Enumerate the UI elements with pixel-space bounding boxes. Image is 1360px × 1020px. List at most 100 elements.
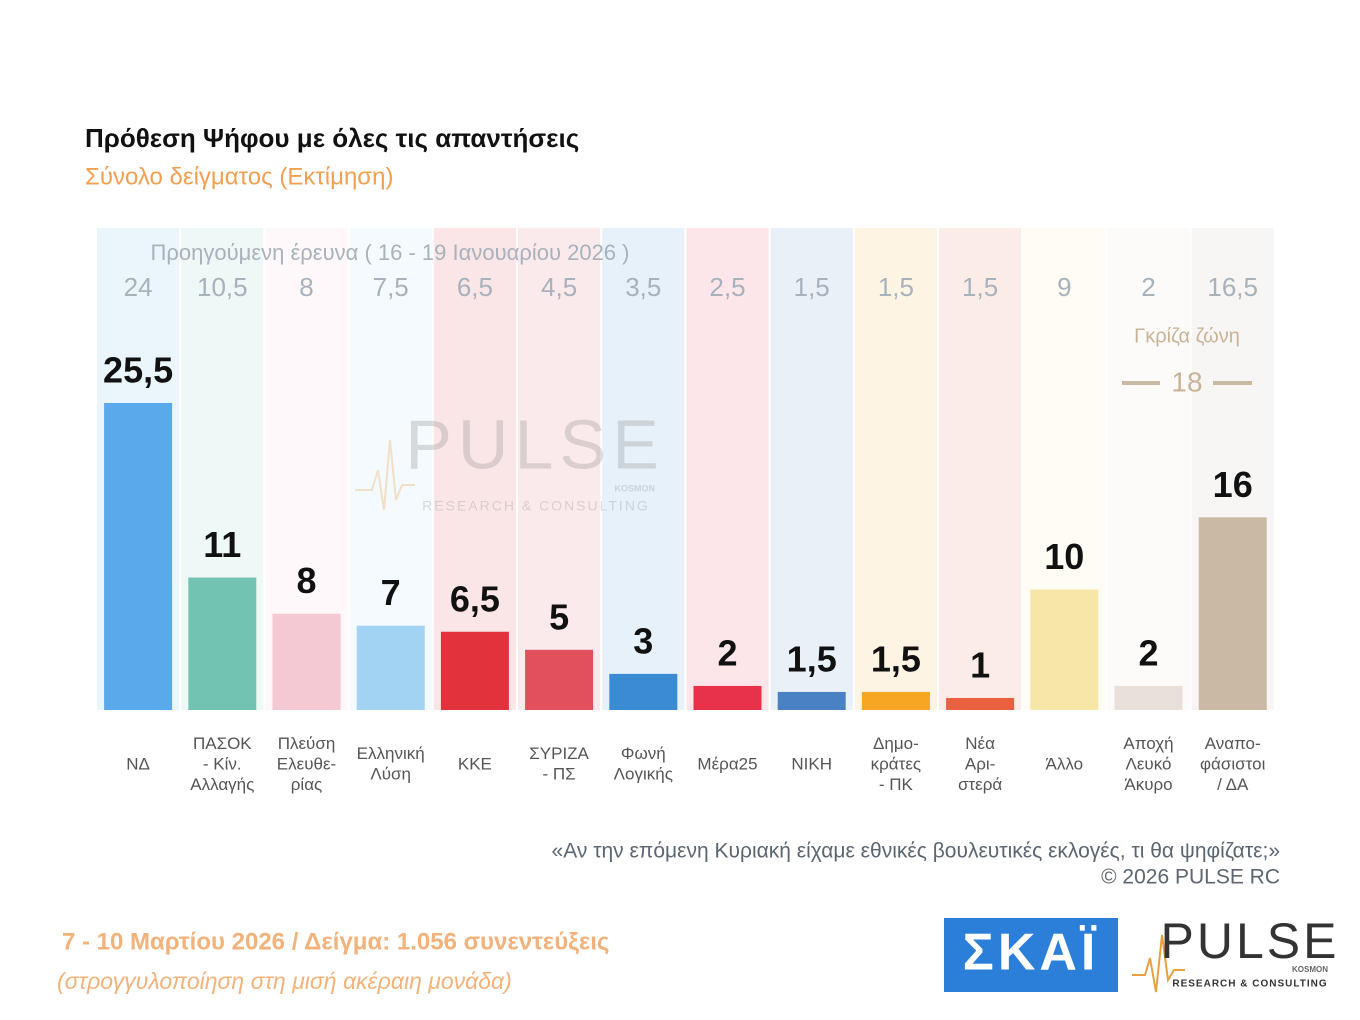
question: «Αν την επόμενη Κυριακή είχαμε εθνικές β…: [552, 840, 1280, 863]
column-background: [686, 228, 769, 710]
value-label: 16: [1213, 464, 1253, 505]
fieldwork: 7 - 10 Μαρτίου 2026 / Δείγμα: 1.056 συνε…: [62, 928, 609, 955]
category-label: Αρι-: [965, 754, 995, 773]
bar: [272, 613, 341, 710]
category-label: Νέα: [965, 734, 995, 753]
category-label: ΝΔ: [126, 754, 150, 773]
value-label: 25,5: [103, 349, 173, 390]
category-label: ΣΥΡΙΖΑ: [529, 744, 589, 763]
previous-value: 1,5: [794, 272, 830, 302]
category-label: Δημο-: [873, 734, 919, 753]
watermark-sub: RESEARCH & CONSULTING: [422, 498, 650, 514]
previous-value: 9: [1057, 272, 1071, 302]
column-background: [854, 228, 937, 710]
copyright: © 2026 PULSE RC: [1101, 866, 1280, 889]
category-label: / ΔΑ: [1217, 775, 1249, 794]
bar: [188, 577, 257, 710]
bar: [693, 685, 762, 710]
bar: [525, 649, 594, 710]
bar: [104, 402, 173, 710]
value-label: 3: [633, 620, 653, 661]
previous-value: 4,5: [541, 272, 577, 302]
bar: [440, 631, 509, 710]
value-label: 10: [1044, 536, 1084, 577]
bar: [1198, 517, 1267, 710]
previous-value: 16,5: [1207, 272, 1258, 302]
value-label: 1: [970, 644, 990, 685]
watermark-pulse-line: [355, 439, 415, 511]
value-label: 1,5: [871, 638, 921, 679]
bar: [777, 691, 846, 710]
previous-value: 10,5: [197, 272, 248, 302]
pulse-logo: PULSE: [1161, 913, 1340, 969]
rounding-note: (στρογγυλοποίηση στη μισή ακέραιη μονάδα…: [57, 968, 512, 994]
skai-logo: [944, 918, 1118, 992]
previous-value: 1,5: [962, 272, 998, 302]
category-label: ρίας: [291, 775, 322, 794]
bar: [1030, 589, 1099, 710]
previous-value: 1,5: [878, 272, 914, 302]
skai-logo-text: ΣΚΑΪ: [963, 924, 1100, 982]
pulse-logo-sub: RESEARCH & CONSULTING: [1172, 979, 1327, 990]
watermark-tag: KOSMON: [615, 483, 656, 493]
value-label: 6,5: [450, 578, 500, 619]
previous-label: Προηγούμενη έρευνα ( 16 - 19 Ιανουαρίου …: [151, 240, 630, 265]
column-background: [939, 228, 1022, 710]
category-label: Πλεύση: [278, 734, 336, 753]
category-label: - Κίν.: [203, 754, 242, 773]
previous-value: 6,5: [457, 272, 493, 302]
bar: [946, 697, 1015, 710]
category-label: Αποχή: [1123, 734, 1173, 753]
column-background: [1107, 228, 1190, 710]
previous-value: 2: [1141, 272, 1155, 302]
column-background: [602, 228, 685, 710]
category-label: Λογικής: [614, 765, 673, 784]
category-label: στερά: [958, 775, 1002, 794]
column-background: [518, 228, 601, 710]
category-label: ΚΚΕ: [458, 754, 492, 773]
category-label: - ΠΣ: [543, 765, 576, 784]
category-label: ΠΑΣΟΚ: [193, 734, 252, 753]
category-label: Λευκό: [1126, 754, 1172, 773]
value-label: 8: [296, 560, 316, 601]
bar: [609, 673, 678, 710]
watermark: PULSE KOSMON RESEARCH & CONSULTING: [355, 405, 665, 514]
columns: [97, 228, 1274, 710]
category-label: κράτες: [871, 754, 922, 773]
bar: [861, 691, 930, 710]
previous-value: 2,5: [709, 272, 745, 302]
pulse-logo-line: [1132, 934, 1185, 993]
category-label: Φωνή: [621, 744, 666, 763]
value-label: 5: [549, 596, 569, 637]
bar: [356, 625, 425, 710]
watermark-name: PULSE: [405, 405, 665, 483]
previous-value: 8: [299, 272, 313, 302]
chart-subtitle: Σύνολο δείγματος (Εκτίμηση): [85, 163, 393, 190]
bar: [1114, 685, 1183, 710]
category-label: Μέρα25: [697, 754, 757, 773]
category-label: Λύση: [370, 765, 411, 784]
value-label: 2: [1138, 632, 1158, 673]
category-label: Ελληνική: [357, 744, 425, 763]
category-label: - ΠΚ: [879, 775, 914, 794]
pulse-logo-tag: KOSMON: [1292, 965, 1328, 974]
gray-zone-label: Γκρίζα ζώνη: [1134, 325, 1240, 347]
category-label: Αναπο-: [1205, 734, 1261, 753]
value-label: 11: [203, 524, 241, 565]
previous-value: 7,5: [373, 272, 409, 302]
previous-value: 24: [124, 272, 153, 302]
category-label: Αλλαγής: [190, 775, 254, 794]
previous-value: 3,5: [625, 272, 661, 302]
chart-title: Πρόθεση Ψήφου με όλες τις απαντήσεις: [85, 123, 579, 153]
column-background: [770, 228, 853, 710]
category-label: Άκυρο: [1124, 775, 1172, 794]
value-label: 1,5: [787, 638, 837, 679]
column-background: [433, 228, 516, 710]
category-label: ΝΙΚΗ: [791, 754, 832, 773]
gray-zone-value: 18: [1171, 366, 1202, 397]
category-label: φάσιστοι: [1200, 754, 1266, 773]
category-label: Άλλο: [1046, 754, 1084, 773]
value-label: 2: [717, 632, 737, 673]
